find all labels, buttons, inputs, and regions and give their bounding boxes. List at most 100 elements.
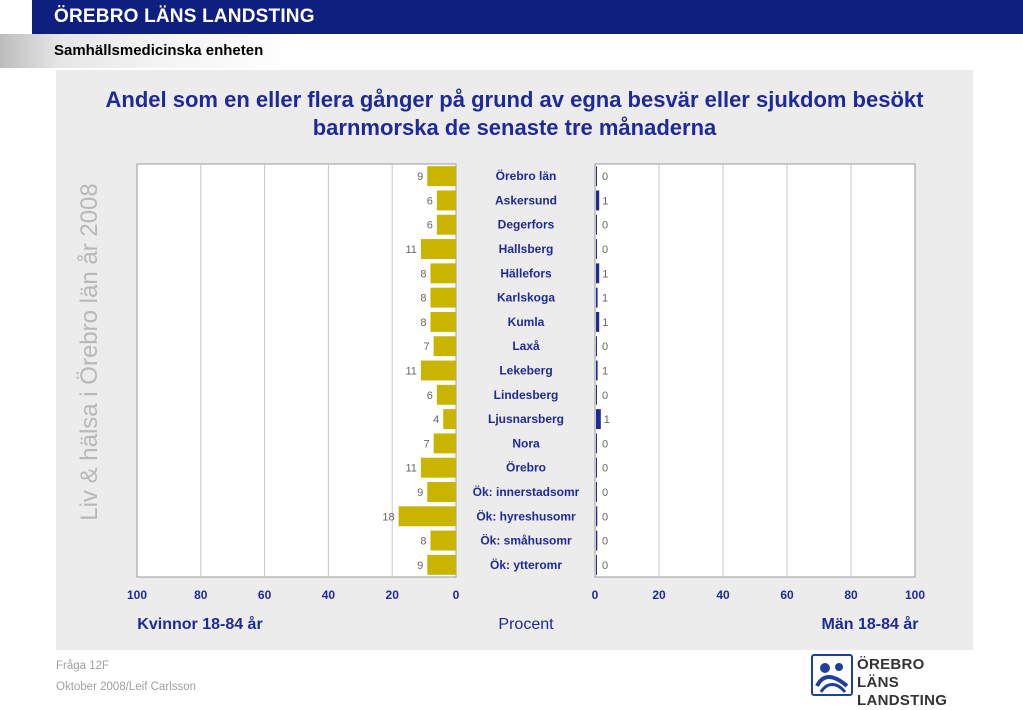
- men-bar: [596, 311, 600, 332]
- landsting-logo: ÖREBRO LÄNS LANDSTING: [811, 654, 971, 709]
- right-tick-label: 20: [652, 588, 666, 602]
- women-value-label: 8: [420, 268, 426, 280]
- women-value-label: 6: [427, 220, 433, 232]
- men-bar: [596, 457, 597, 478]
- women-bar: [433, 336, 456, 357]
- women-value-label: 9: [417, 171, 423, 183]
- header-bar: ÖREBRO LÄNS LANDSTING: [0, 0, 1023, 34]
- category-label: Örebro: [506, 460, 546, 475]
- men-bar: [596, 433, 597, 454]
- category-label: Ök: hyreshusomr: [476, 508, 576, 523]
- right-tick-label: 0: [592, 588, 599, 602]
- left-axis-label: Kvinnor 18-84 år: [137, 615, 262, 633]
- center-axis-label: Procent: [498, 616, 554, 633]
- women-value-label: 8: [420, 293, 426, 305]
- women-value-label: 8: [420, 536, 426, 548]
- logo-emblem-icon: [811, 654, 853, 696]
- men-value-label: 0: [602, 438, 608, 450]
- left-tick-label: 0: [453, 588, 460, 602]
- right-axis-label: Män 18-84 år: [822, 615, 919, 633]
- women-bar: [436, 214, 456, 235]
- women-bar: [398, 506, 456, 527]
- men-bar: [596, 554, 597, 575]
- women-value-label: 7: [424, 438, 430, 450]
- women-bar: [430, 287, 456, 308]
- category-label: Ök: innerstadsomr: [473, 484, 580, 499]
- men-value-label: 0: [602, 171, 608, 183]
- footer-question: Fråga 12F: [56, 660, 110, 672]
- org-name: ÖREBRO LÄNS LANDSTING: [54, 6, 315, 27]
- category-label: Degerfors: [498, 218, 555, 232]
- men-bar: [596, 360, 598, 381]
- women-value-label: 6: [427, 390, 433, 402]
- category-label: Kumla: [508, 315, 545, 329]
- right-tick-label: 60: [780, 588, 794, 602]
- men-value-label: 0: [602, 220, 608, 232]
- women-value-label: 8: [420, 317, 426, 329]
- women-bar: [443, 409, 456, 430]
- men-bar: [596, 409, 601, 430]
- left-tick-label: 40: [322, 588, 336, 602]
- men-value-label: 0: [602, 390, 608, 402]
- women-bar: [420, 457, 456, 478]
- women-bar: [427, 482, 456, 502]
- left-tick-label: 60: [258, 588, 272, 602]
- women-bar: [430, 530, 456, 551]
- women-value-label: 11: [405, 366, 416, 378]
- category-label: Lindesberg: [494, 388, 559, 402]
- women-bar: [433, 433, 456, 454]
- category-label: Hällefors: [500, 266, 552, 280]
- category-label: Örebro län: [496, 168, 557, 183]
- footer-date-author: Oktober 2008/Leif Carlsson: [56, 681, 196, 693]
- right-tick-label: 80: [844, 588, 858, 602]
- category-label: Nora: [512, 436, 540, 450]
- men-value-label: 1: [604, 414, 610, 426]
- women-bar: [420, 360, 456, 381]
- men-value-label: 1: [602, 268, 608, 280]
- women-value-label: 11: [405, 463, 416, 475]
- women-value-label: 7: [424, 341, 430, 353]
- men-value-label: 0: [602, 463, 608, 475]
- left-tick-label: 80: [194, 588, 208, 602]
- logo-line-1: ÖREBRO LÄNS: [857, 656, 925, 691]
- category-label: Karlskoga: [497, 291, 555, 305]
- men-value-label: 0: [602, 511, 608, 523]
- men-bar: [596, 239, 597, 259]
- men-bar: [596, 506, 598, 527]
- sub-header: Samhällsmedicinska enheten: [0, 34, 1023, 68]
- category-label: Ök: småhusomr: [480, 533, 572, 548]
- women-value-label: 18: [382, 511, 394, 523]
- women-bar: [436, 190, 456, 211]
- men-bar: [596, 287, 598, 308]
- right-tick-label: 100: [905, 588, 925, 602]
- header-band: [32, 0, 1023, 34]
- men-bar: [596, 190, 600, 211]
- women-bar: [427, 166, 456, 187]
- men-bar: [596, 384, 597, 405]
- right-plot-area: [594, 163, 916, 578]
- women-value-label: 9: [417, 560, 423, 572]
- men-bar: [596, 530, 598, 551]
- category-label: Askersund: [495, 193, 557, 207]
- category-label: Hallsberg: [499, 242, 554, 256]
- women-value-label: 4: [433, 414, 439, 426]
- men-value-label: 0: [602, 560, 608, 572]
- men-value-label: 1: [602, 317, 608, 329]
- men-value-label: 1: [602, 293, 608, 305]
- unit-name: Samhällsmedicinska enheten: [54, 42, 264, 59]
- men-value-label: 0: [602, 244, 608, 256]
- women-bar: [420, 239, 456, 259]
- men-bar: [596, 214, 597, 235]
- men-bar: [596, 166, 597, 187]
- men-bar: [596, 482, 597, 502]
- men-bar: [596, 336, 597, 357]
- men-value-label: 1: [602, 195, 608, 207]
- category-label: Ljusnarsberg: [488, 412, 564, 426]
- women-bar: [430, 263, 456, 284]
- left-tick-label: 20: [386, 588, 400, 602]
- men-value-label: 0: [602, 487, 608, 499]
- men-bar: [596, 263, 600, 284]
- women-bar: [427, 554, 456, 575]
- category-label: Ök: ytteromr: [490, 557, 562, 572]
